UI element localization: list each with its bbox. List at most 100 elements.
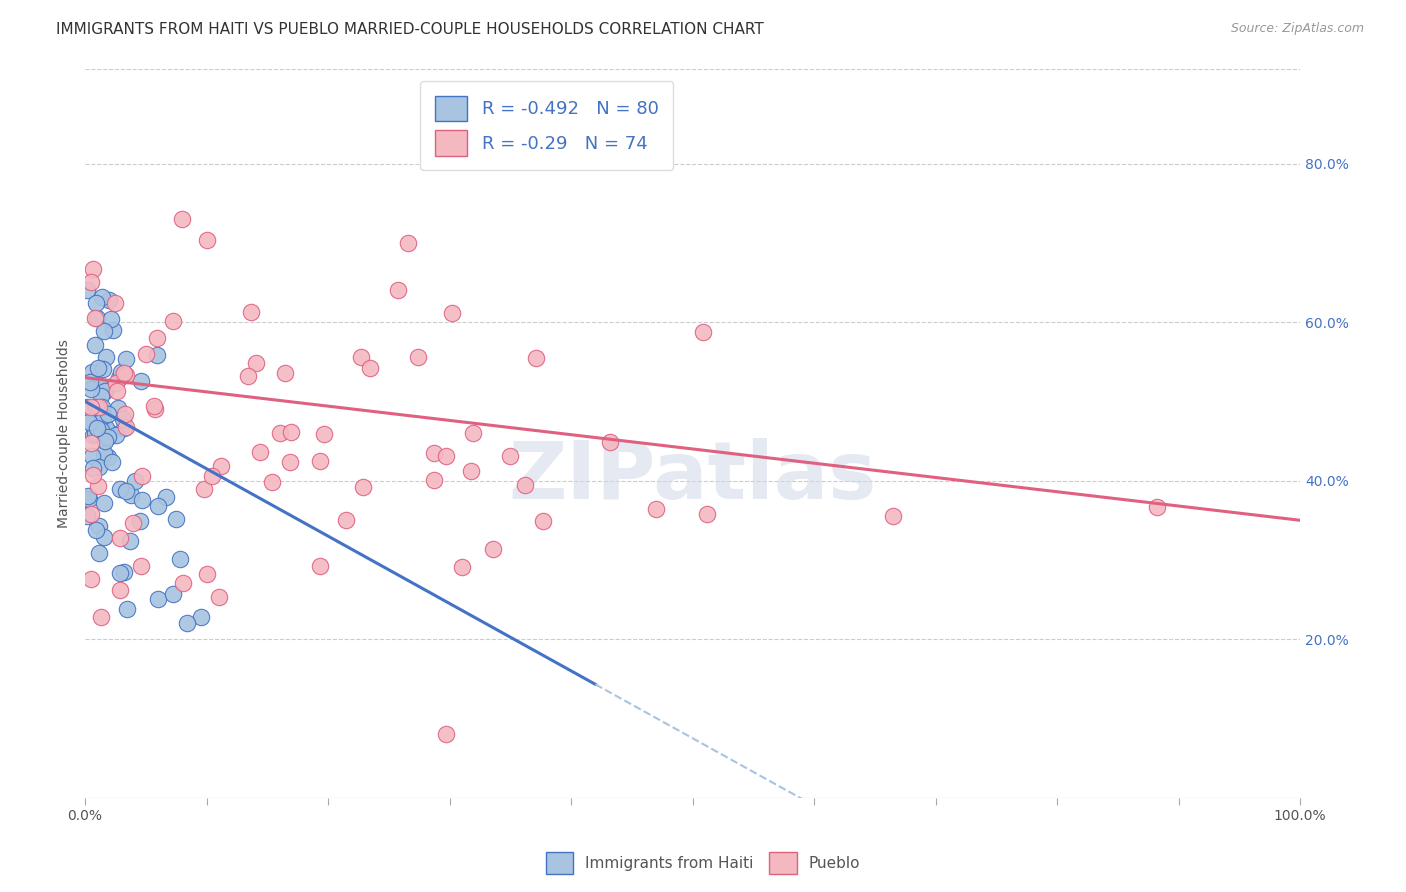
Point xyxy=(115,484,138,499)
Point xyxy=(129,514,152,528)
Point xyxy=(76,284,98,298)
Point xyxy=(101,455,124,469)
Point xyxy=(114,368,136,382)
Point xyxy=(240,305,263,319)
Point xyxy=(524,351,547,365)
Point xyxy=(108,582,131,597)
Point xyxy=(463,425,485,440)
Point xyxy=(162,314,184,328)
Point xyxy=(692,325,714,339)
Point xyxy=(408,351,430,365)
Point xyxy=(94,350,117,364)
Point xyxy=(314,427,336,442)
Point xyxy=(112,420,135,434)
Point xyxy=(86,479,108,493)
Point xyxy=(79,491,101,506)
Point xyxy=(131,469,153,483)
Point xyxy=(422,473,444,487)
Point xyxy=(84,311,107,326)
Point xyxy=(143,399,166,413)
Point xyxy=(269,425,291,440)
Point xyxy=(236,369,259,384)
Point xyxy=(350,350,373,364)
Point xyxy=(80,275,103,289)
Point xyxy=(94,434,117,448)
Point xyxy=(104,428,127,442)
Point xyxy=(1146,500,1168,514)
Point xyxy=(146,499,169,513)
Point xyxy=(434,727,457,741)
Point xyxy=(645,501,668,516)
Point xyxy=(90,423,112,437)
Point xyxy=(309,454,332,468)
Point xyxy=(190,610,212,624)
Point xyxy=(80,436,103,450)
Point xyxy=(86,311,108,326)
Point xyxy=(79,376,101,390)
Point xyxy=(93,409,115,423)
Point xyxy=(882,509,904,524)
Point xyxy=(97,450,120,464)
Point xyxy=(80,382,103,396)
Point xyxy=(249,445,271,459)
Point xyxy=(114,366,136,380)
Point xyxy=(440,306,463,320)
Point xyxy=(110,365,132,379)
Point xyxy=(434,449,457,463)
Point xyxy=(499,450,522,464)
Point xyxy=(89,378,111,392)
Point xyxy=(87,460,110,475)
Text: Source: ZipAtlas.com: Source: ZipAtlas.com xyxy=(1230,22,1364,36)
Point xyxy=(83,426,105,441)
Point xyxy=(97,429,120,443)
Y-axis label: Married-couple Households: Married-couple Households xyxy=(58,339,72,527)
Point xyxy=(93,446,115,460)
Point xyxy=(209,459,232,474)
Point xyxy=(110,531,132,545)
Point xyxy=(90,389,112,403)
Point xyxy=(91,400,114,414)
Point xyxy=(460,464,482,478)
Point xyxy=(79,416,101,430)
Point xyxy=(193,482,215,496)
Point xyxy=(111,412,134,426)
Legend: R = -0.492   N = 80, R = -0.29   N = 74: R = -0.492 N = 80, R = -0.29 N = 74 xyxy=(420,81,673,170)
Point xyxy=(146,348,169,362)
Point xyxy=(146,331,169,345)
Point xyxy=(83,338,105,352)
Point xyxy=(599,434,621,449)
Point xyxy=(76,508,98,523)
Point xyxy=(107,370,129,384)
Point xyxy=(84,523,107,537)
Point xyxy=(143,402,166,417)
Point xyxy=(105,376,128,391)
Point xyxy=(98,293,121,307)
Point xyxy=(80,572,103,586)
Point xyxy=(352,480,374,494)
Point xyxy=(513,478,536,492)
Legend: Immigrants from Haiti, Pueblo: Immigrants from Haiti, Pueblo xyxy=(540,846,866,880)
Point xyxy=(129,374,152,388)
Point xyxy=(82,365,104,379)
Point xyxy=(87,361,110,376)
Point xyxy=(105,384,128,399)
Point xyxy=(278,455,301,469)
Point xyxy=(195,233,218,247)
Point xyxy=(82,460,104,475)
Point xyxy=(280,425,302,440)
Point xyxy=(94,384,117,399)
Point xyxy=(89,519,111,533)
Point xyxy=(86,420,108,434)
Text: IMMIGRANTS FROM HAITI VS PUEBLO MARRIED-COUPLE HOUSEHOLDS CORRELATION CHART: IMMIGRANTS FROM HAITI VS PUEBLO MARRIED-… xyxy=(56,22,763,37)
Point xyxy=(107,401,129,415)
Point xyxy=(80,450,103,464)
Point xyxy=(262,475,284,489)
Point xyxy=(100,312,122,326)
Point xyxy=(131,493,153,508)
Point xyxy=(165,512,187,526)
Point xyxy=(120,488,142,502)
Point xyxy=(101,323,124,337)
Point xyxy=(82,468,104,483)
Point xyxy=(75,492,97,507)
Point xyxy=(122,516,145,531)
